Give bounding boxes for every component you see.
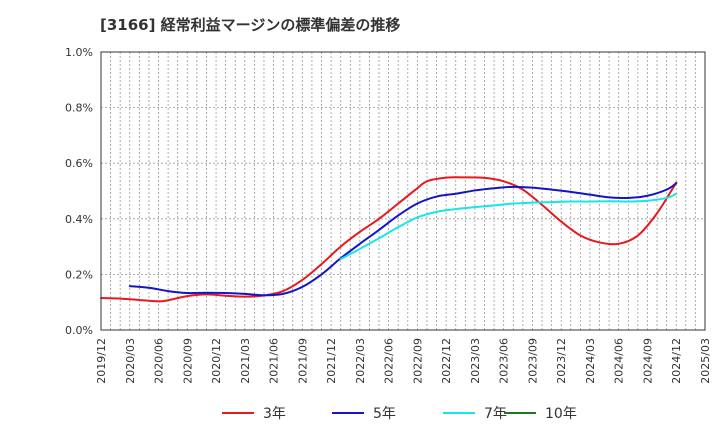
- x-tick-label: 2020/12: [210, 338, 223, 384]
- x-tick-label: 2023/03: [469, 338, 482, 384]
- plot-frame: [100, 51, 706, 331]
- x-tick-label: 2021/06: [268, 338, 281, 384]
- y-tick-label: 0.8%: [65, 102, 93, 115]
- y-axis-ticks: 0.0% 0.2% 0.4% 0.6% 0.8% 1.0%: [65, 46, 93, 337]
- x-tick-label: 2024/03: [584, 338, 597, 384]
- legend: 3年 5年 7年 10年: [222, 406, 577, 422]
- y-tick-label: 0.0%: [65, 324, 93, 337]
- x-tick-label: 2023/09: [526, 338, 539, 384]
- series-layer: [100, 176, 678, 303]
- x-tick-label: 2025/03: [699, 338, 712, 384]
- x-tick-label: 2022/03: [354, 338, 367, 384]
- y-tick-label: 1.0%: [65, 46, 93, 59]
- plot-area: [101, 52, 705, 330]
- x-tick-label: 2022/12: [440, 338, 453, 384]
- y-tick-label: 0.2%: [65, 268, 93, 281]
- x-axis-ticks: 2019/12 2020/03 2020/06 2020/09 2020/12 2021/…: [95, 338, 712, 384]
- x-tick-label: 2020/09: [181, 338, 194, 384]
- legend-label: 5年: [373, 406, 396, 422]
- y-tick-label: 0.6%: [65, 157, 93, 170]
- x-tick-label: 2024/06: [613, 338, 626, 384]
- x-tick-label: 2020/06: [153, 338, 166, 384]
- x-tick-label: 2023/12: [555, 338, 568, 384]
- x-tick-label: 2021/09: [296, 338, 309, 384]
- series-line-3年: [100, 176, 678, 303]
- x-tick-label: 2019/12: [95, 338, 108, 384]
- x-tick-label: 2020/03: [124, 338, 137, 384]
- chart-title: [3166] 経常利益マージンの標準偏差の推移: [100, 16, 401, 34]
- x-tick-label: 2023/06: [498, 338, 511, 384]
- x-tick-label: 2021/03: [239, 338, 252, 384]
- series-line-5年: [128, 182, 678, 297]
- series-line-7年: [339, 192, 678, 261]
- legend-label: 7年: [484, 406, 507, 422]
- y-tick-label: 0.4%: [65, 213, 93, 226]
- x-tick-label: 2022/09: [411, 338, 424, 384]
- x-tick-label: 2022/06: [383, 338, 396, 384]
- x-tick-label: 2021/12: [325, 338, 338, 384]
- legend-label: 10年: [545, 406, 577, 422]
- x-tick-label: 2024/09: [641, 338, 654, 384]
- grid-layer: [101, 52, 705, 330]
- x-tick-label: 2024/12: [670, 338, 683, 384]
- legend-label: 3年: [263, 406, 286, 422]
